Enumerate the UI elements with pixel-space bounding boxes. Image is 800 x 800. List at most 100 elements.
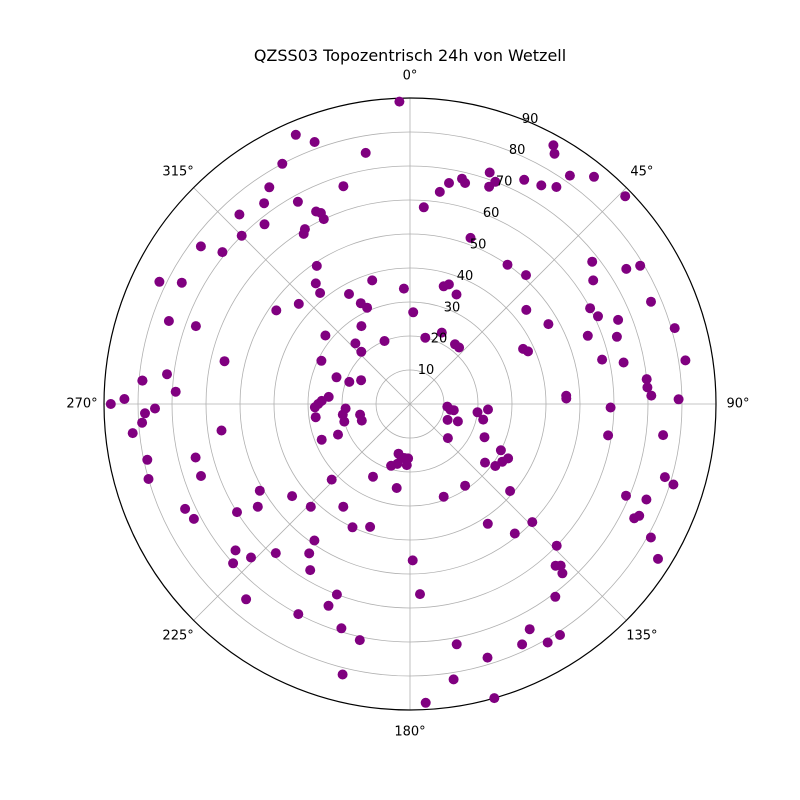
- radial-tick-label: 60: [483, 206, 500, 221]
- data-point: [320, 330, 331, 341]
- data-point: [620, 191, 631, 202]
- data-point: [613, 314, 624, 325]
- data-point: [339, 416, 350, 427]
- data-point: [561, 393, 572, 404]
- data-point: [527, 517, 538, 528]
- data-point: [521, 304, 532, 315]
- data-point: [336, 623, 347, 634]
- data-point: [673, 394, 684, 405]
- data-point: [434, 186, 445, 197]
- data-point: [331, 372, 342, 383]
- data-point: [140, 408, 150, 419]
- data-point: [460, 178, 471, 188]
- data-point: [232, 507, 242, 518]
- radial-tick-label: 80: [509, 143, 526, 158]
- data-point: [143, 474, 154, 484]
- data-point: [557, 568, 568, 579]
- data-point: [438, 491, 449, 502]
- data-point: [521, 270, 531, 281]
- data-point: [420, 697, 431, 708]
- data-point: [472, 407, 483, 418]
- data-point: [386, 460, 397, 471]
- radial-tick-label: 20: [431, 332, 448, 347]
- data-point: [119, 394, 130, 404]
- data-point: [137, 417, 148, 428]
- data-point: [337, 669, 348, 680]
- data-point: [524, 624, 535, 635]
- data-point: [356, 415, 367, 426]
- data-point: [582, 330, 593, 341]
- angle-tick-label: 270°: [66, 397, 97, 412]
- data-point: [217, 247, 228, 258]
- data-point: [519, 174, 530, 185]
- data-point: [176, 277, 187, 288]
- data-point: [451, 289, 462, 300]
- data-point: [365, 521, 376, 532]
- data-point: [310, 412, 321, 423]
- data-point: [305, 501, 316, 512]
- data-point: [234, 209, 245, 220]
- angular-gridline: [193, 187, 411, 405]
- data-point: [252, 501, 263, 512]
- data-point: [551, 182, 562, 192]
- data-point: [448, 674, 459, 685]
- data-point: [593, 311, 603, 322]
- angle-tick-label: 180°: [394, 725, 425, 740]
- data-point: [309, 402, 320, 413]
- data-point: [543, 319, 554, 330]
- data-point: [480, 457, 490, 468]
- data-point: [408, 307, 419, 318]
- data-point: [219, 356, 230, 367]
- radial-tick-label: 10: [418, 363, 435, 378]
- data-point: [641, 374, 652, 385]
- data-point: [309, 535, 320, 546]
- data-point: [505, 486, 516, 496]
- data-point: [564, 170, 575, 181]
- data-point: [277, 158, 288, 169]
- data-point: [436, 327, 447, 338]
- data-point: [451, 639, 462, 650]
- data-point: [658, 430, 669, 441]
- angular-gridline: [193, 403, 411, 621]
- angle-tick-label: 315°: [162, 165, 193, 180]
- data-points: [105, 96, 691, 708]
- data-point: [356, 321, 367, 332]
- data-point: [618, 357, 629, 368]
- data-point: [442, 414, 453, 425]
- data-point: [589, 171, 599, 182]
- data-point: [444, 178, 454, 188]
- data-point: [293, 609, 304, 620]
- data-point: [142, 454, 153, 465]
- data-point: [315, 288, 326, 298]
- data-point: [338, 501, 349, 512]
- data-point: [304, 548, 315, 559]
- data-point: [190, 452, 201, 463]
- data-point: [310, 278, 321, 289]
- data-point: [270, 548, 281, 559]
- data-point: [605, 402, 616, 413]
- data-point: [316, 434, 327, 445]
- data-point: [509, 528, 520, 539]
- data-point: [442, 433, 453, 444]
- data-point: [555, 630, 565, 640]
- data-point: [354, 635, 365, 646]
- radial-tick-label: 70: [496, 175, 513, 190]
- data-point: [603, 430, 614, 441]
- data-point: [542, 637, 553, 648]
- data-point: [356, 346, 367, 357]
- data-point: [478, 414, 489, 425]
- data-point: [254, 485, 265, 496]
- data-point: [641, 494, 652, 505]
- data-point: [659, 472, 670, 483]
- data-point: [350, 338, 361, 349]
- data-point: [629, 513, 640, 524]
- data-point: [407, 555, 418, 566]
- data-point: [680, 355, 691, 366]
- data-point: [668, 479, 679, 490]
- tick-labels: 10 20 30 40 50 60 70 80 90 0° 45° 90° 135° 180° 225° 27…: [66, 69, 749, 740]
- data-point: [150, 403, 160, 414]
- data-point: [403, 453, 414, 464]
- data-point: [484, 181, 495, 192]
- data-point: [497, 456, 508, 467]
- data-point: [170, 386, 181, 397]
